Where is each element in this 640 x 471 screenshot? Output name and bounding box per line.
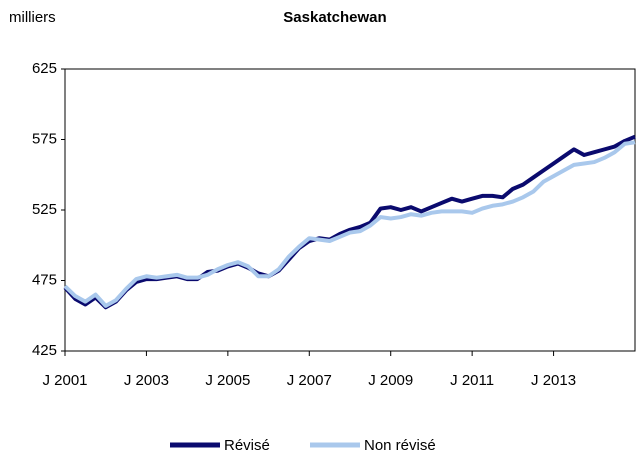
y-tick-label: 625 xyxy=(32,60,57,77)
y-tick-label: 575 xyxy=(32,130,57,147)
y-tick-label: 425 xyxy=(32,342,57,359)
series-line xyxy=(63,140,636,308)
x-tick-label: J 2007 xyxy=(287,372,332,389)
series-line xyxy=(63,134,636,310)
x-tick-label: J 2009 xyxy=(368,372,413,389)
x-tick-label: J 2003 xyxy=(124,372,169,389)
legend-label: Révisé xyxy=(224,437,270,454)
y-tick-label: 475 xyxy=(32,271,57,288)
x-tick-label: J 2001 xyxy=(42,372,87,389)
legend-label: Non révisé xyxy=(364,437,436,454)
x-tick-label: J 2011 xyxy=(450,372,494,389)
y-axis-label: milliers xyxy=(9,9,56,26)
chart-title: Saskatchewan xyxy=(283,9,386,26)
plot-area xyxy=(64,68,636,352)
x-tick-label: J 2005 xyxy=(205,372,250,389)
y-tick-label: 525 xyxy=(32,201,57,218)
x-tick-label: J 2013 xyxy=(531,372,576,389)
